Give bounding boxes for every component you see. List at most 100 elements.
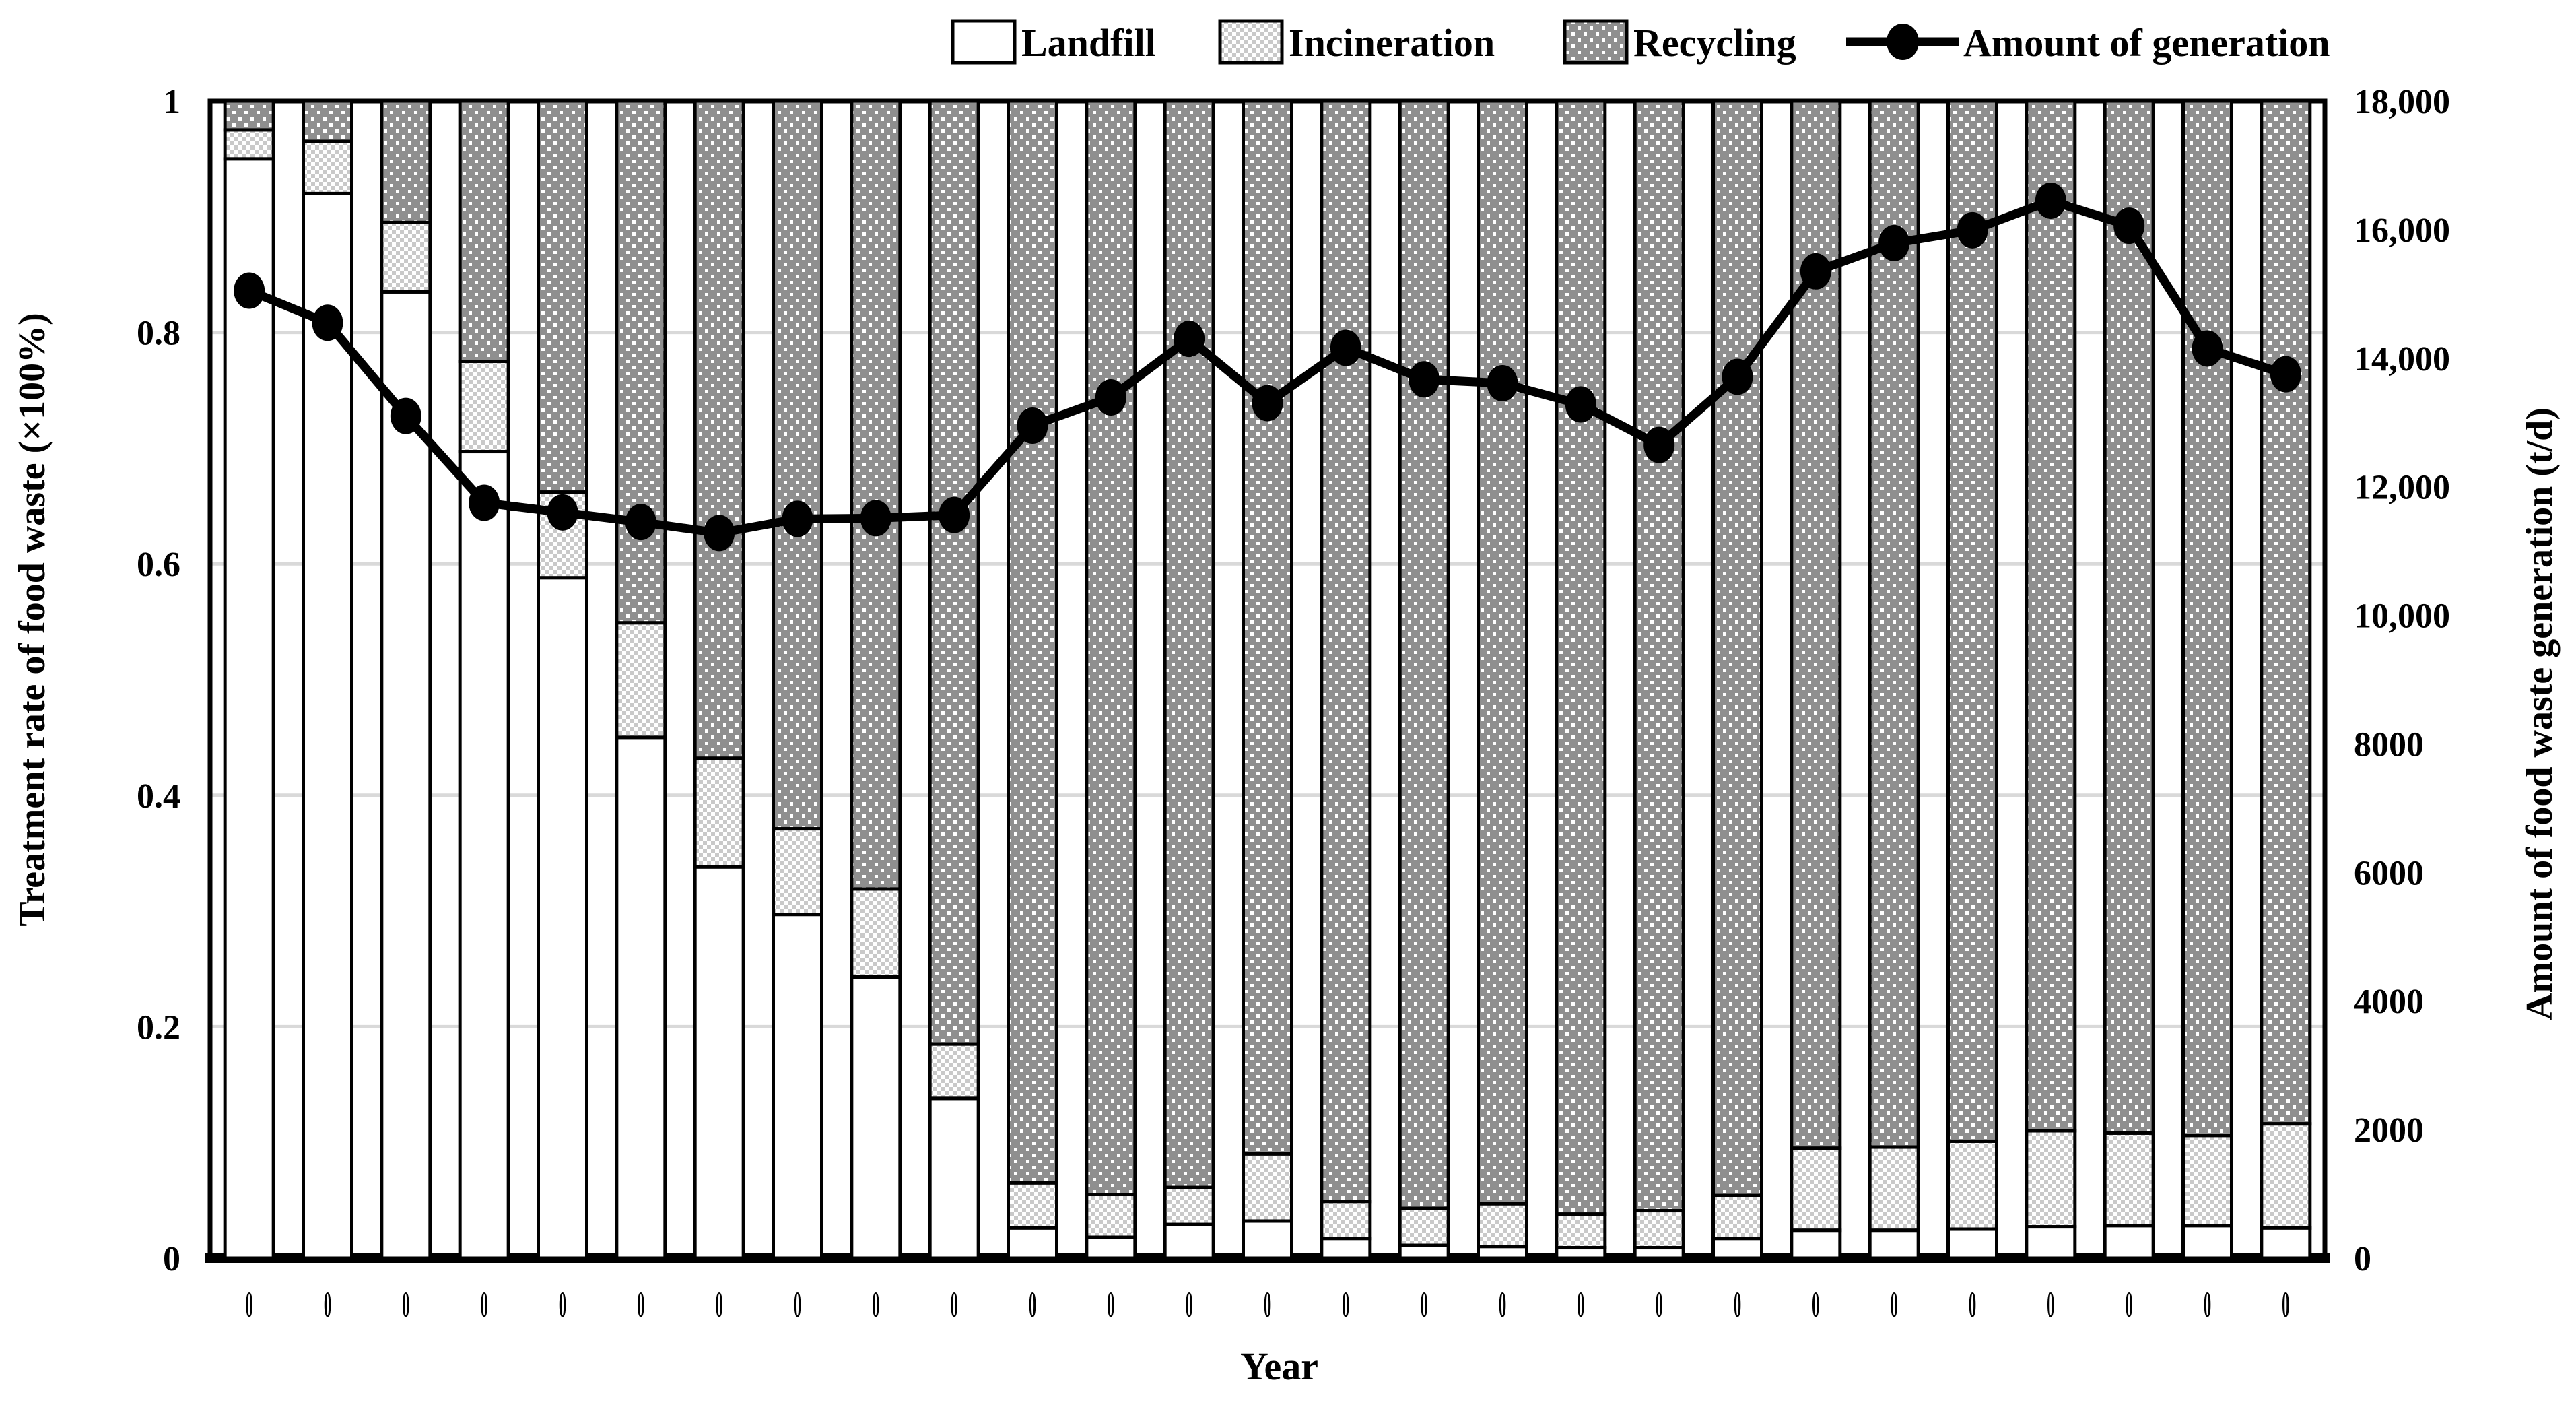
x-tick-label-text: 0 bbox=[1890, 1284, 1897, 1325]
bar-group bbox=[850, 99, 902, 1260]
bar-incineration-segment bbox=[302, 139, 353, 195]
bar-incineration-segment bbox=[223, 128, 275, 161]
bar-incineration-segment bbox=[928, 1042, 980, 1101]
bar-incineration-segment bbox=[1085, 1193, 1137, 1239]
x-tick-label: 0 bbox=[1655, 1284, 1662, 1325]
x-axis-title: Year bbox=[1240, 1344, 1318, 1388]
bar-incineration-segment bbox=[1398, 1206, 1450, 1247]
bar-group bbox=[1790, 99, 1842, 1260]
bar-group bbox=[302, 99, 353, 1260]
x-tick-label-text: 0 bbox=[1420, 1284, 1427, 1325]
bar-group bbox=[2103, 99, 2155, 1260]
bar-landfill-segment bbox=[693, 865, 745, 1260]
bar-recycling-segment bbox=[928, 99, 980, 1046]
bar-incineration-segment bbox=[1946, 1139, 1998, 1231]
x-tick-label-text: 0 bbox=[1655, 1284, 1662, 1325]
y-right-axis-title: Amount of food waste generation (t/d) bbox=[2519, 407, 2561, 1020]
generation-marker bbox=[1878, 224, 1910, 261]
x-tick-label: 0 bbox=[1577, 1284, 1584, 1325]
bar-landfill-segment bbox=[2025, 1225, 2077, 1260]
y-left-tick-label: 0 bbox=[163, 1240, 180, 1278]
y-right-tick-label: 14,000 bbox=[2354, 340, 2450, 379]
bar-incineration-segment bbox=[1007, 1181, 1058, 1230]
legend-swatch-icon bbox=[951, 19, 1017, 65]
x-tick-label: 0 bbox=[402, 1284, 409, 1325]
bar-recycling-segment bbox=[1398, 99, 1450, 1210]
bar-group bbox=[1085, 99, 1137, 1260]
bar-recycling-segment bbox=[1477, 99, 1528, 1206]
legend-item: Recycling bbox=[1563, 19, 1796, 65]
x-tick-label-text: 0 bbox=[637, 1284, 644, 1325]
generation-marker bbox=[234, 272, 265, 309]
bar-recycling-segment bbox=[380, 99, 432, 224]
bar-incineration-segment bbox=[1711, 1193, 1763, 1241]
x-tick-label: 0 bbox=[480, 1284, 487, 1325]
bar-group bbox=[928, 99, 980, 1260]
x-tick-label: 0 bbox=[950, 1284, 957, 1325]
x-tick-label: 0 bbox=[1342, 1284, 1349, 1325]
bar-incineration-segment bbox=[772, 827, 823, 917]
bar-recycling-segment bbox=[537, 99, 588, 494]
bar-group bbox=[1398, 99, 1450, 1260]
bar-landfill-segment bbox=[928, 1096, 980, 1260]
x-tick-label-text: 0 bbox=[1734, 1284, 1741, 1325]
x-tick-label: 0 bbox=[715, 1284, 722, 1325]
bar-incineration-segment bbox=[1320, 1200, 1372, 1241]
x-tick-label-text: 0 bbox=[245, 1284, 252, 1325]
y-left-tick-label: 0.4 bbox=[137, 777, 180, 816]
bar-incineration-segment bbox=[1790, 1146, 1842, 1233]
x-tick-label: 0 bbox=[1499, 1284, 1506, 1325]
bar-landfill-segment bbox=[223, 157, 275, 1260]
y-right-tick-label: 12,000 bbox=[2354, 469, 2450, 507]
generation-marker bbox=[312, 304, 343, 341]
legend-label: Landfill bbox=[1021, 21, 1156, 65]
bar-group bbox=[380, 99, 432, 1260]
generation-marker bbox=[1643, 426, 1675, 463]
x-tick-label: 0 bbox=[2204, 1284, 2211, 1325]
x-tick-label: 0 bbox=[1264, 1284, 1271, 1325]
generation-marker bbox=[390, 397, 421, 434]
bar-incineration-segment bbox=[2103, 1131, 2155, 1228]
bar-group bbox=[1555, 99, 1607, 1260]
bar-landfill-segment bbox=[772, 913, 823, 1260]
bar-recycling-segment bbox=[1711, 99, 1763, 1197]
y-right-tick-label: 18,000 bbox=[2354, 83, 2450, 121]
generation-marker bbox=[782, 500, 813, 537]
bar-landfill-segment bbox=[1242, 1219, 1293, 1260]
y-right-tick-label: 2000 bbox=[2354, 1111, 2424, 1150]
generation-line bbox=[234, 182, 2301, 552]
bar-group bbox=[2181, 99, 2233, 1260]
generation-marker bbox=[1174, 321, 1205, 358]
x-tick-label-text: 0 bbox=[1342, 1284, 1349, 1325]
bar-group bbox=[1868, 99, 1920, 1260]
bar-group bbox=[223, 99, 275, 1260]
bar-recycling-segment bbox=[1633, 99, 1685, 1213]
axis-tick-labels: 0 0.2 0.4 0.6 0.8 1 0 2000 4000 6000 8000 10,000 12,… bbox=[137, 83, 2450, 1325]
x-tick-label-text: 0 bbox=[480, 1284, 487, 1325]
bar-landfill-segment bbox=[850, 975, 902, 1260]
generation-marker bbox=[2192, 330, 2223, 367]
bar-group bbox=[1711, 99, 1763, 1260]
bar-recycling-segment bbox=[693, 99, 745, 760]
x-tick-label-text: 0 bbox=[1107, 1284, 1114, 1325]
legend-label: Recycling bbox=[1633, 21, 1796, 65]
bar-recycling-segment bbox=[615, 99, 667, 625]
x-tick-label-text: 0 bbox=[950, 1284, 957, 1325]
legend-swatch-icon bbox=[1218, 19, 1284, 65]
bar-recycling-segment bbox=[2181, 99, 2233, 1138]
x-tick-label: 0 bbox=[245, 1284, 252, 1325]
bar-landfill-segment bbox=[615, 735, 667, 1260]
x-tick-label-text: 0 bbox=[2125, 1284, 2132, 1325]
legend-item: Landfill bbox=[951, 19, 1156, 65]
x-tick-label-text: 0 bbox=[1264, 1284, 1271, 1325]
bar-incineration-segment bbox=[2181, 1134, 2233, 1228]
generation-marker bbox=[704, 515, 735, 552]
bar-incineration-segment bbox=[380, 220, 432, 294]
y-right-tick-label: 0 bbox=[2354, 1240, 2371, 1278]
bar-landfill-segment bbox=[1555, 1246, 1607, 1260]
x-tick-label: 0 bbox=[2125, 1284, 2132, 1325]
generation-marker bbox=[860, 500, 891, 537]
y-left-axis-title: Treatment rate of food waste (×100%) bbox=[11, 313, 53, 927]
bar-incineration-segment bbox=[1242, 1152, 1293, 1223]
generation-marker bbox=[1330, 329, 1361, 366]
